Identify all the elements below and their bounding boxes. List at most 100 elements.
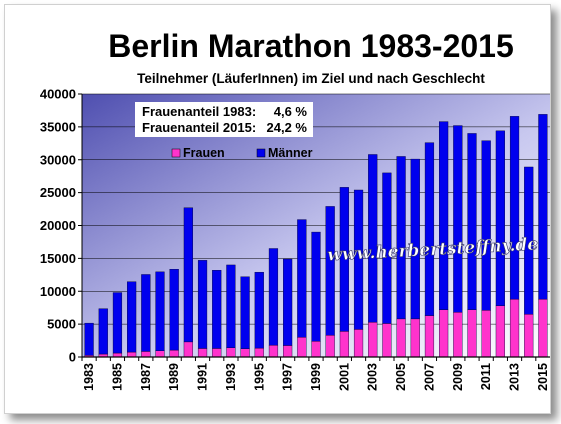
- bar-maenner-1998: [297, 219, 307, 338]
- x-tick-label: 1987: [139, 363, 153, 391]
- bar-maenner-1988: [155, 271, 165, 351]
- x-tick-label: 2005: [394, 363, 408, 391]
- bar-frauen-1997: [283, 345, 293, 358]
- bar-maenner-2015: [538, 114, 548, 300]
- legend-swatch-frauen: [171, 148, 181, 158]
- chart-title: Berlin Marathon 1983-2015: [108, 28, 514, 64]
- bar-maenner-1990: [183, 207, 193, 343]
- bar-maenner-1994: [240, 276, 250, 349]
- y-tick-label: 35000: [40, 119, 76, 134]
- x-tick-label: 1995: [252, 363, 266, 391]
- y-axis: 0 5000 10000 15000 20000 25000 30000 35000 40000: [40, 87, 83, 365]
- bar-maenner-2001: [339, 187, 349, 332]
- bars-group: [84, 114, 548, 358]
- bar-frauen-1995: [254, 347, 264, 358]
- bar-frauen-1986: [127, 351, 137, 358]
- bar-maenner-1991: [197, 260, 208, 349]
- annotation-background: [135, 102, 313, 137]
- annotation-2015-label: Frauenanteil 2015:: [142, 120, 256, 135]
- x-tick-label: 1991: [196, 363, 210, 391]
- bar-frauen-1988: [155, 350, 165, 358]
- chart-frame: Berlin Marathon 1983-2015 Teilnehmer (Lä…: [4, 4, 551, 414]
- bar-frauen-2009: [453, 312, 463, 358]
- legend-label-maenner: Männer: [268, 146, 313, 160]
- annotation-1983-label: Frauenanteil 1983:: [142, 104, 256, 119]
- bar-frauen-2011: [481, 310, 491, 358]
- x-tick-label: 2013: [508, 363, 522, 391]
- bar-maenner-2011: [481, 140, 491, 311]
- bar-maenner-2007: [424, 142, 435, 316]
- x-tick-label: 2015: [536, 363, 550, 391]
- x-tick-label: 1997: [281, 363, 295, 391]
- bar-frauen-1999: [311, 341, 321, 358]
- bar-frauen-2007: [424, 315, 435, 358]
- bar-maenner-1993: [226, 264, 236, 348]
- bar-frauen-1994: [240, 348, 250, 358]
- bar-maenner-2002: [353, 189, 364, 330]
- bar-frauen-2012: [495, 305, 505, 358]
- y-tick-label: 25000: [40, 185, 76, 200]
- bar-maenner-2008: [439, 121, 449, 310]
- bar-maenner-2010: [467, 133, 477, 310]
- bar-frauen-2010: [467, 309, 477, 358]
- y-tick-label: 5000: [47, 317, 76, 332]
- annotation-1983-value: 4,6 %: [274, 104, 308, 119]
- bar-frauen-2003: [368, 321, 378, 358]
- bar-maenner-2009: [453, 125, 463, 313]
- bar-maenner-2012: [495, 130, 505, 306]
- x-tick-label: 2009: [451, 363, 465, 391]
- bar-maenner-1995: [254, 271, 264, 349]
- bar-frauen-1992: [212, 348, 222, 358]
- x-tick-label: 2003: [366, 363, 380, 391]
- bar-maenner-2000: [325, 206, 335, 336]
- chart-subtitle: Teilnehmer (LäuferInnen) im Ziel und nac…: [137, 71, 485, 86]
- annotation-box: Frauenanteil 1983: 4,6 % Frauenanteil 20…: [135, 102, 313, 137]
- bar-frauen-2005: [396, 318, 406, 358]
- legend-label-frauen: Frauen: [183, 146, 225, 160]
- bar-frauen-2006: [410, 318, 420, 358]
- bar-frauen-2014: [524, 314, 534, 358]
- bar-maenner-1985: [112, 292, 123, 354]
- bar-frauen-2002: [353, 329, 364, 358]
- y-tick-label: 40000: [40, 87, 76, 102]
- bar-frauen-1996: [268, 344, 279, 358]
- bar-maenner-1989: [169, 269, 179, 351]
- bar-frauen-2004: [382, 323, 392, 358]
- bar-maenner-2003: [368, 154, 378, 323]
- legend: Frauen Männer: [171, 146, 313, 160]
- bar-maenner-1992: [212, 270, 222, 349]
- x-tick-label: 1993: [224, 363, 238, 391]
- bar-frauen-1991: [197, 348, 208, 358]
- y-tick-label: 30000: [40, 152, 76, 167]
- x-tick-label: 1989: [167, 363, 181, 391]
- bar-maenner-1987: [141, 274, 151, 352]
- bar-maenner-1997: [283, 258, 293, 346]
- chart-svg: Berlin Marathon 1983-2015 Teilnehmer (Lä…: [40, 28, 550, 391]
- y-tick-label: 0: [69, 350, 76, 365]
- y-tick-label: 10000: [40, 284, 76, 299]
- y-tick-label: 20000: [40, 218, 76, 233]
- x-tick-label: 1999: [309, 363, 323, 391]
- bar-frauen-1998: [297, 337, 307, 358]
- bar-frauen-2000: [325, 335, 335, 358]
- bar-maenner-2013: [509, 116, 520, 300]
- x-tick-label: 2011: [479, 363, 493, 390]
- bar-maenner-2005: [396, 156, 406, 320]
- legend-swatch-maenner: [256, 148, 266, 158]
- annotation-2015-value: 24,2 %: [267, 120, 308, 135]
- bar-maenner-2006: [410, 158, 420, 320]
- y-tick-label: 15000: [40, 251, 76, 266]
- bar-maenner-1984: [98, 308, 108, 355]
- bar-frauen-2013: [509, 298, 520, 358]
- bar-frauen-1990: [183, 341, 193, 358]
- x-tick-label: 2001: [337, 363, 351, 391]
- bar-frauen-2001: [339, 331, 349, 358]
- x-tick-label: 1983: [82, 363, 96, 391]
- bar-frauen-2015: [538, 298, 548, 358]
- bar-frauen-1989: [169, 349, 179, 358]
- bar-frauen-2008: [439, 309, 449, 358]
- bar-maenner-1999: [311, 231, 321, 342]
- bar-maenner-1983: [84, 322, 94, 356]
- bar-frauen-1987: [141, 351, 151, 358]
- x-axis: 1983 1985 1987 1989 1991 1993 1995 1997 1999 2001…: [81, 356, 550, 391]
